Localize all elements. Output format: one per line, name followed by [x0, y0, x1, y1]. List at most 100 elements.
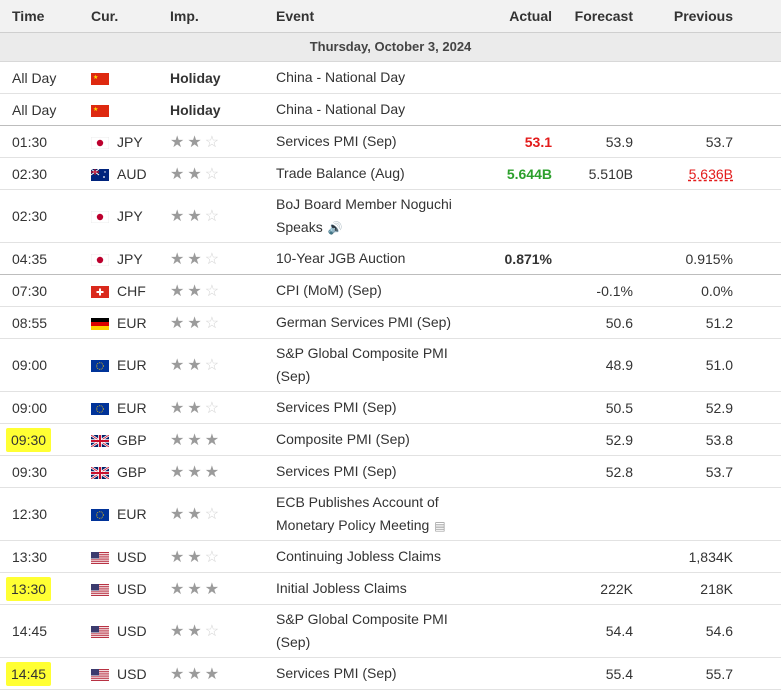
event-name[interactable]: Services PMI (Sep): [276, 665, 397, 681]
event-time: 02:30: [12, 208, 48, 224]
importance-stars: ★ ★ ☆: [170, 307, 222, 338]
table-row[interactable]: 02:30 JPY ★ ★ ☆ BoJ Board Member Noguchi Spea…: [0, 190, 781, 243]
star-filled-icon: ★: [170, 623, 185, 640]
table-row[interactable]: 09:00 EUR ★ ★ ☆ S&P Global Composite PMI (Sep…: [0, 339, 781, 392]
star-empty-icon: ☆: [204, 208, 220, 225]
star-filled-icon: ★: [187, 580, 202, 598]
table-row[interactable]: 14:45 USD ★ ★ ★ Services PMI (Sep) 55.4 55.7: [0, 658, 781, 690]
cn-flag-icon: ★: [91, 104, 109, 117]
table-row[interactable]: 01:30 JPY ★ ★ ☆ Services PMI (Sep) 53.1 53.9 53.…: [0, 126, 781, 158]
star-filled-icon: ★: [187, 282, 202, 300]
document-icon[interactable]: ▤: [434, 518, 446, 533]
header-importance[interactable]: Imp.: [170, 8, 199, 24]
previous-value: 51.0: [705, 357, 733, 373]
event-name[interactable]: BoJ Board Member Noguchi Speaks 🔊: [276, 190, 481, 242]
event-name[interactable]: Continuing Jobless Claims: [276, 548, 441, 564]
event-name[interactable]: S&P Global Composite PMI (Sep): [276, 611, 448, 650]
star-filled-icon: ★: [170, 580, 185, 598]
importance-stars: ★ ★ ★: [170, 456, 222, 487]
importance-stars: ★ ★ ☆: [170, 190, 222, 242]
star-filled-icon: ★: [204, 580, 220, 598]
star-empty-icon: ☆: [204, 506, 220, 523]
header-currency[interactable]: Cur.: [91, 8, 119, 24]
svg-text:★: ★: [93, 106, 98, 113]
currency-code: JPY: [117, 208, 143, 224]
table-row[interactable]: All Day ★ Holiday China - National Day: [0, 62, 781, 94]
table-row[interactable]: 04:35 JPY ★ ★ ☆ 10-Year JGB Auction 0.871% 0.91…: [0, 243, 781, 275]
table-row[interactable]: 09:30 GBP ★ ★ ★ Composite PMI (Sep) 52.9 53.8: [0, 424, 781, 456]
star-filled-icon: ★: [170, 399, 185, 417]
forecast-value: 55.4: [605, 665, 633, 682]
event-time: 09:30: [12, 463, 48, 480]
star-filled-icon: ★: [187, 165, 202, 183]
cn-flag-icon: ★: [91, 72, 109, 85]
currency-code: EUR: [117, 506, 147, 522]
au-flag-icon: [90, 168, 109, 181]
speaker-icon[interactable]: 🔊: [327, 220, 343, 235]
header-actual[interactable]: Actual: [509, 8, 552, 24]
event-time: All Day: [12, 69, 57, 86]
currency-code: GBP: [117, 463, 147, 480]
star-empty-icon: ☆: [204, 399, 220, 417]
header-event[interactable]: Event: [276, 8, 315, 24]
table-row[interactable]: All Day ★ Holiday China - National Day: [0, 94, 781, 126]
event-time: 14:45: [6, 658, 52, 689]
event-time: 04:35: [12, 250, 48, 267]
event-name[interactable]: Services PMI (Sep): [276, 399, 397, 415]
star-filled-icon: ★: [187, 314, 202, 332]
importance-stars: ★ ★ ☆: [170, 541, 222, 572]
star-empty-icon: ☆: [204, 357, 220, 374]
star-empty-icon: ☆: [204, 548, 220, 566]
importance-stars: ★ ★ ☆: [170, 392, 222, 423]
event-name[interactable]: ECB Publishes Account of Monetary Policy…: [276, 488, 481, 540]
event-name[interactable]: Trade Balance (Aug): [276, 165, 405, 181]
header-time[interactable]: Time: [12, 8, 45, 24]
table-row[interactable]: 08:55 EUR ★ ★ ☆ German Services PMI (Sep) 50.6…: [0, 307, 781, 339]
event-name[interactable]: Services PMI (Sep): [276, 133, 397, 149]
table-row[interactable]: 09:00 EUR ★ ★ ☆ Services PMI (Sep) 50.5 52.9: [0, 392, 781, 424]
table-row[interactable]: 14:45 USD ★ ★ ☆ S&P Global Composite PMI (Sep…: [0, 605, 781, 658]
star-filled-icon: ★: [187, 665, 202, 683]
table-row[interactable]: 07:30 CHF ★ ★ ☆ CPI (MoM) (Sep) -0.1% 0.0%: [0, 275, 781, 307]
importance-stars: ★ ★ ★: [170, 424, 222, 455]
importance-stars: ★ ★ ☆: [170, 488, 222, 540]
event-name[interactable]: China - National Day: [276, 69, 406, 85]
star-filled-icon: ★: [187, 399, 202, 417]
table-row[interactable]: 13:30 USD ★ ★ ☆ Continuing Jobless Claims 1,83…: [0, 541, 781, 573]
event-name[interactable]: Initial Jobless Claims: [276, 580, 407, 596]
table-row[interactable]: 13:30 USD ★ ★ ★ Initial Jobless Claims 222K 218…: [0, 573, 781, 605]
gb-flag-icon: [90, 465, 110, 480]
previous-value: 53.8: [705, 431, 733, 448]
table-row[interactable]: 12:30 EUR ★ ★ ☆ ECB Publishes Account of Mone…: [0, 488, 781, 541]
header-previous[interactable]: Previous: [673, 8, 733, 24]
day-separator: Thursday, October 3, 2024: [0, 33, 781, 62]
event-time: All Day: [12, 101, 57, 118]
star-filled-icon: ★: [204, 431, 220, 449]
previous-value: 218K: [700, 580, 733, 597]
table-row[interactable]: 02:30 AUD ★ ★ ☆ Trade Balance (Aug) 5.644B 5.51…: [0, 158, 781, 190]
event-time: 12:30: [12, 506, 48, 522]
event-name[interactable]: China - National Day: [276, 101, 406, 117]
eu-flag-icon: [91, 508, 109, 521]
forecast-value: 53.9: [605, 133, 633, 150]
event-name[interactable]: S&P Global Composite PMI (Sep): [276, 345, 448, 384]
importance-stars: ★ ★ ☆: [170, 275, 222, 306]
currency-code: USD: [117, 665, 147, 682]
star-filled-icon: ★: [187, 133, 202, 151]
importance-stars: ★ ★ ☆: [170, 243, 222, 274]
event-name[interactable]: Composite PMI (Sep): [276, 431, 410, 447]
event-name[interactable]: German Services PMI (Sep): [276, 314, 452, 330]
event-name[interactable]: Services PMI (Sep): [276, 463, 397, 479]
star-filled-icon: ★: [170, 165, 185, 183]
event-name[interactable]: CPI (MoM) (Sep): [276, 282, 382, 298]
ch-flag-icon: [91, 285, 109, 298]
event-name[interactable]: 10-Year JGB Auction: [276, 250, 406, 266]
star-empty-icon: ☆: [204, 282, 220, 300]
header-forecast[interactable]: Forecast: [574, 8, 633, 24]
jp-flag-icon: [90, 210, 110, 224]
forecast-value: 5.510B: [588, 165, 633, 182]
importance-stars: ★ ★ ☆: [170, 126, 222, 157]
table-header: Time Cur. Imp. Event Actual Forecast Pre…: [0, 0, 781, 33]
table-row[interactable]: 09:30 GBP ★ ★ ★ Services PMI (Sep) 52.8 53.7: [0, 456, 781, 488]
currency-code: JPY: [117, 133, 143, 150]
